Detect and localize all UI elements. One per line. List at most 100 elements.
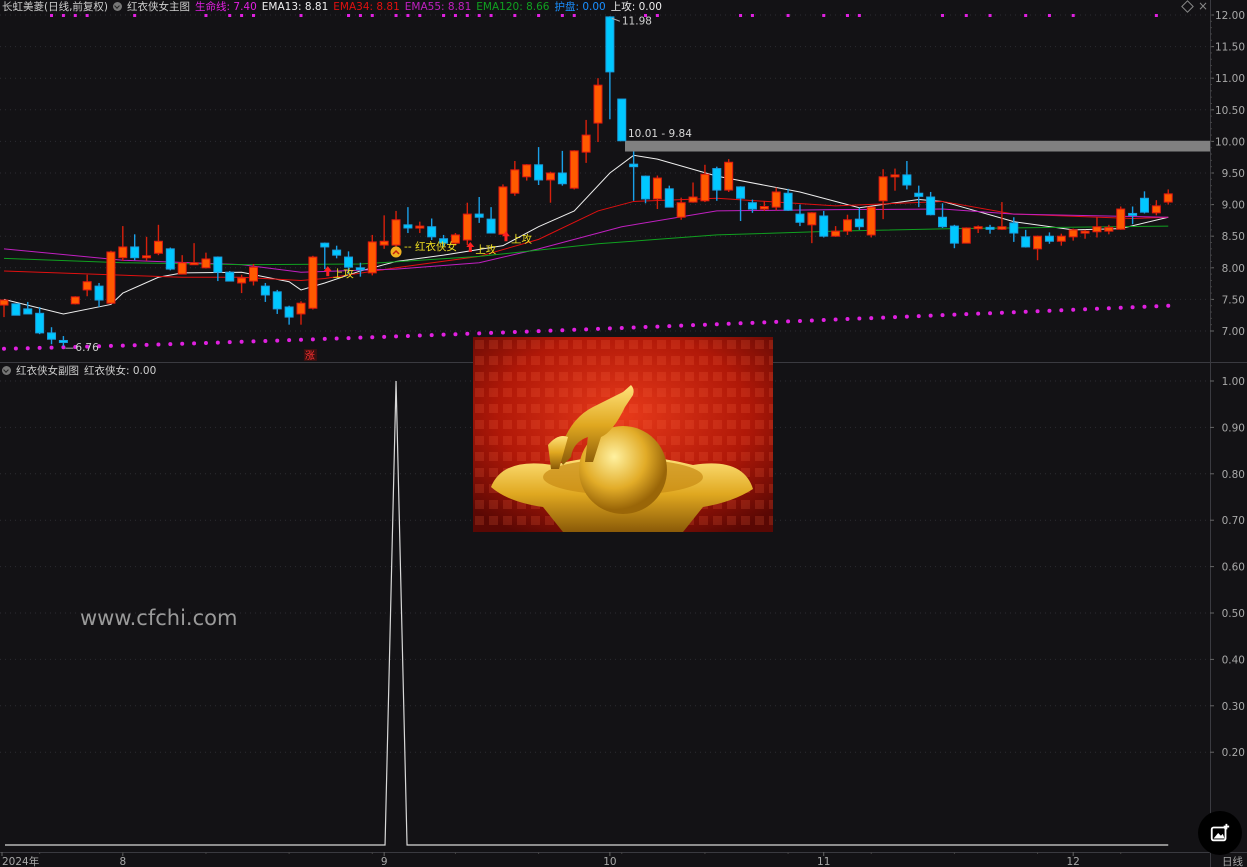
y-tick-label: 10.00 [1215, 136, 1245, 148]
x-tick-label: 10 [603, 856, 616, 867]
candle [617, 98, 627, 142]
chevron-down-icon[interactable] [113, 2, 123, 11]
y-tick-label: 9.00 [1222, 200, 1245, 212]
candle-body [106, 251, 116, 304]
top-signal-dot [964, 14, 968, 17]
candle-body [308, 256, 318, 309]
chevron-down-icon[interactable] [2, 366, 11, 375]
candle [961, 227, 971, 244]
watermark: www.cfchi.com [80, 606, 238, 630]
top-signal-dot [655, 14, 659, 17]
low-label: 6.76 [75, 342, 99, 354]
lifeline-dot [512, 330, 517, 335]
candle-body [771, 191, 781, 208]
lifeline-dot [596, 326, 600, 331]
candle-body [0, 299, 9, 306]
candle-body [973, 226, 983, 230]
candle-body [652, 177, 662, 200]
top-signal-dot [1024, 14, 1028, 17]
lifeline-dot [1011, 310, 1016, 315]
lifeline-dot [394, 334, 399, 339]
top-signal-dot [61, 14, 65, 17]
candle [450, 233, 460, 246]
lifeline-dot [287, 338, 292, 343]
lifeline-dot [1118, 305, 1123, 310]
candle-body [403, 224, 413, 229]
lifeline-dot [584, 327, 589, 332]
candle-body [605, 16, 615, 73]
candle [605, 16, 615, 120]
y-tick-label: 7.00 [1222, 326, 1245, 338]
y-tick-label: 10.50 [1215, 105, 1245, 117]
candle [260, 282, 270, 302]
lifeline-dot [738, 321, 743, 326]
candle [866, 206, 876, 238]
candle-body [189, 262, 199, 266]
top-signal-dot [442, 14, 446, 17]
top-signal-dot [857, 14, 861, 17]
lifeline-dot [857, 316, 862, 321]
lifeline-dot [548, 328, 553, 333]
candle-body [819, 215, 829, 237]
candle-body [890, 174, 900, 178]
sub-indicator-value: 红衣侠女: 0.00 [84, 365, 157, 377]
top-signal-dot [572, 14, 576, 17]
lifeline-dot [251, 339, 256, 344]
candle-body [498, 186, 508, 235]
top-signal-dot [73, 14, 77, 17]
lifeline-dot [61, 345, 66, 350]
candle [1033, 235, 1043, 261]
candle-body [367, 241, 377, 274]
ma-line-ema34 [3, 197, 1169, 281]
candle [1092, 217, 1102, 238]
candle-body [557, 172, 567, 185]
candle [284, 305, 294, 325]
sub-indicator-name[interactable]: 红衣侠女副图 [16, 365, 79, 377]
candle [142, 236, 152, 261]
candle-body [296, 302, 306, 315]
up-arrow-icon [501, 231, 510, 242]
x-tick-label: 2024年 [2, 855, 39, 867]
candle [11, 303, 21, 316]
lifeline-dot [524, 329, 529, 334]
lifeline-dot [940, 313, 945, 318]
lifeline-dot [560, 328, 565, 333]
lifeline-dot [156, 342, 161, 347]
candle [391, 210, 401, 249]
candle-body [831, 230, 841, 237]
indicator-name[interactable]: 红衣侠女主图 [127, 0, 191, 13]
candle [35, 306, 45, 335]
candle [1139, 191, 1149, 214]
top-signal-dot [358, 14, 362, 17]
candle [1009, 217, 1019, 242]
lifeline-dot [358, 335, 363, 340]
candle [629, 151, 639, 201]
candle-body [225, 271, 235, 282]
candle [106, 250, 116, 304]
lifeline-dot [691, 323, 696, 328]
candle [985, 224, 995, 234]
lifeline-dot [869, 316, 874, 321]
y-tick-label: 8.00 [1222, 263, 1245, 275]
period-label: 日线 [1222, 855, 1244, 867]
lifeline-dot [667, 324, 672, 329]
candle [94, 282, 104, 307]
candle [70, 296, 80, 305]
candle [1151, 200, 1161, 216]
candle-body [1080, 230, 1090, 234]
top-signal-dot [1154, 14, 1158, 17]
y-tick-label: 9.50 [1222, 168, 1245, 180]
close-icon[interactable]: × [1198, 0, 1209, 13]
candle-body [712, 168, 722, 191]
candle [557, 150, 567, 186]
top-signal-dot [133, 14, 137, 17]
lifeline-dot [631, 325, 636, 330]
lifeline-dot [726, 321, 731, 326]
lifeline-dot [1094, 306, 1099, 311]
sub-y-tick-label: 0.50 [1222, 608, 1245, 620]
candle-body [11, 303, 21, 316]
candle [1104, 224, 1114, 235]
candle-body [427, 226, 437, 238]
image-add-button[interactable] [1198, 811, 1242, 855]
